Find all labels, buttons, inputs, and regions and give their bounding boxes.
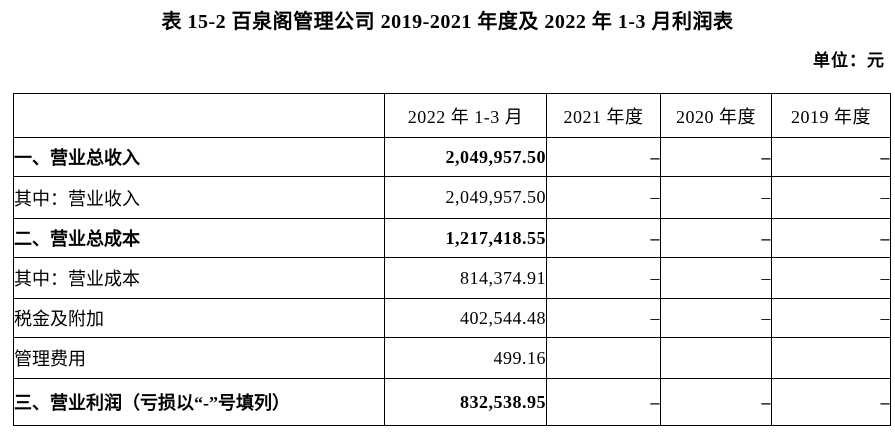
value-cell: – (660, 218, 772, 258)
row-label: 二、营业总成本 (13, 218, 385, 258)
row-label: 其中：营业收入 (13, 176, 385, 219)
value-cell: – (660, 137, 772, 177)
value-cell: – (771, 257, 891, 299)
table-row-total-revenue: 一、营业总收入 2,049,957.50 – – – (13, 137, 891, 177)
value-cell (546, 337, 661, 379)
value-cell: – (771, 378, 891, 426)
value-cell: 499.16 (384, 337, 547, 379)
value-cell: – (771, 218, 891, 258)
value-cell: – (546, 176, 661, 219)
header-cell-empty (13, 93, 385, 138)
header-row: 2022 年 1-3 月 2021 年度 2020 年度 2019 年度 (13, 93, 891, 138)
header-cell-2022: 2022 年 1-3 月 (384, 93, 547, 138)
value-cell: 814,374.91 (384, 257, 547, 299)
value-cell: – (771, 137, 891, 177)
value-cell: – (546, 137, 661, 177)
table-row-operating-profit: 三、营业利润（亏损以“-”号填列） 832,538.95 – – – (13, 378, 891, 426)
value-cell: – (660, 176, 772, 219)
value-cell: 832,538.95 (384, 378, 547, 426)
value-cell: 1,217,418.55 (384, 218, 547, 258)
table-row-operating-cost: 其中：营业成本 814,374.91 – – – (13, 257, 891, 299)
row-label: 税金及附加 (13, 298, 385, 338)
value-cell: – (546, 218, 661, 258)
value-cell: 402,544.48 (384, 298, 547, 338)
header-cell-2020: 2020 年度 (660, 93, 772, 138)
value-cell: – (771, 298, 891, 338)
value-cell: – (771, 176, 891, 219)
unit-label: 单位：元 (813, 51, 885, 70)
value-cell: – (660, 378, 772, 426)
value-cell: – (546, 298, 661, 338)
value-cell (771, 337, 891, 379)
value-cell: 2,049,957.50 (384, 176, 547, 219)
value-cell: – (660, 257, 772, 299)
table-row-total-cost: 二、营业总成本 1,217,418.55 – – – (13, 218, 891, 258)
row-label: 其中：营业成本 (13, 257, 385, 299)
value-cell: – (660, 298, 772, 338)
value-cell: – (546, 257, 661, 299)
table-row-taxes-surcharges: 税金及附加 402,544.48 – – – (13, 298, 891, 338)
profit-table: 2022 年 1-3 月 2021 年度 2020 年度 2019 年度 一、营… (13, 93, 891, 426)
value-cell (660, 337, 772, 379)
value-cell: – (546, 378, 661, 426)
header-cell-2021: 2021 年度 (546, 93, 661, 138)
table-row-admin-expenses: 管理费用 499.16 (13, 337, 891, 379)
row-label: 一、营业总收入 (13, 137, 385, 177)
row-label: 三、营业利润（亏损以“-”号填列） (13, 378, 385, 426)
value-cell: 2,049,957.50 (384, 137, 547, 177)
page-title: 表 15-2 百泉阁管理公司 2019-2021 年度及 2022 年 1-3 … (161, 11, 734, 33)
header-cell-2019: 2019 年度 (771, 93, 891, 138)
row-label: 管理费用 (13, 337, 385, 379)
table-row-operating-revenue: 其中：营业收入 2,049,957.50 – – – (13, 176, 891, 219)
